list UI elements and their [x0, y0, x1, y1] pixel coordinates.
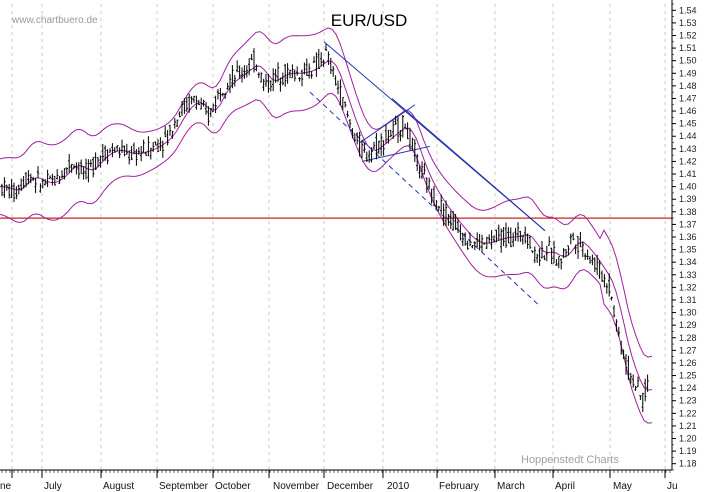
x-tick-label: August — [103, 481, 134, 492]
flag-lower — [361, 145, 431, 162]
x-tick-label: April — [555, 481, 575, 492]
y-tick-label: 1.26 — [679, 358, 697, 368]
y-tick-label: 1.21 — [679, 421, 697, 431]
x-tick-label: September — [159, 481, 209, 492]
y-tick-label: 1.46 — [679, 106, 697, 116]
y-tick-label: 1.33 — [679, 270, 697, 280]
y-tick-label: 1.18 — [679, 459, 697, 469]
flag-upper — [359, 104, 416, 143]
x-tick-label: December — [327, 481, 374, 492]
y-tick-label: 1.40 — [679, 182, 697, 192]
y-tick-label: 1.32 — [679, 282, 697, 292]
y-tick-label: 1.37 — [679, 219, 697, 229]
x-tick-label: November — [273, 481, 320, 492]
x-tick-label: May — [613, 481, 632, 492]
y-tick-label: 1.54 — [679, 5, 697, 15]
axes: 1.18 1.19 1.20 1.21 1.22 1.23 1.24 1.25 1.26 1.27… — [0, 0, 697, 492]
bollinger-lower — [0, 92, 653, 424]
y-tick-label: 1.35 — [679, 245, 697, 255]
y-tick-label: 1.42 — [679, 156, 697, 166]
x-tick-label: February — [439, 481, 479, 492]
trend-line-secondary — [391, 98, 546, 232]
x-tick-label: 2010 — [387, 481, 410, 492]
y-tick-label: 1.31 — [679, 295, 697, 305]
chart-title: EUR/USD — [331, 11, 408, 30]
y-tick-label: 1.41 — [679, 169, 697, 179]
y-tick-label: 1.29 — [679, 320, 697, 330]
x-tick-label: October — [215, 481, 251, 492]
y-tick-label: 1.52 — [679, 30, 697, 40]
y-tick-label: 1.20 — [679, 434, 697, 444]
watermark-text: www.chartbuero.de — [11, 15, 98, 26]
y-tick-label: 1.50 — [679, 56, 697, 66]
y-tick-label: 1.49 — [679, 68, 697, 78]
y-tick-label: 1.47 — [679, 93, 697, 103]
bollinger-middle — [0, 60, 653, 391]
y-tick-label: 1.53 — [679, 18, 697, 28]
y-tick-label: 1.34 — [679, 257, 697, 267]
y-tick-label: 1.27 — [679, 345, 697, 355]
y-tick-label: 1.25 — [679, 371, 697, 381]
trend-line-dashed — [309, 91, 541, 307]
y-tick-label: 1.48 — [679, 81, 697, 91]
y-tick-label: 1.45 — [679, 119, 697, 129]
y-tick-label: 1.22 — [679, 408, 697, 418]
vertical-grid — [11, 4, 666, 470]
y-tick-label: 1.51 — [679, 43, 697, 53]
y-tick-label: 1.28 — [679, 333, 697, 343]
y-tick-label: 1.23 — [679, 396, 697, 406]
y-tick-label: 1.24 — [679, 383, 697, 393]
price-bars — [0, 43, 649, 412]
x-tick-label: ne — [0, 481, 12, 492]
y-tick-label: 1.19 — [679, 446, 697, 456]
bollinger-upper — [0, 27, 653, 358]
x-tick-label: March — [497, 481, 525, 492]
bollinger-bands — [0, 27, 653, 424]
credit-text: Hoppenstedt Charts — [521, 454, 619, 466]
x-tick-label: July — [44, 481, 62, 492]
trend-lines — [309, 41, 546, 307]
y-tick-label: 1.30 — [679, 308, 697, 318]
y-tick-label: 1.38 — [679, 207, 697, 217]
y-tick-label: 1.43 — [679, 144, 697, 154]
y-tick-label: 1.36 — [679, 232, 697, 242]
y-tick-label: 1.44 — [679, 131, 697, 141]
y-tick-label: 1.39 — [679, 194, 697, 204]
x-tick-label: Ju — [667, 481, 678, 492]
